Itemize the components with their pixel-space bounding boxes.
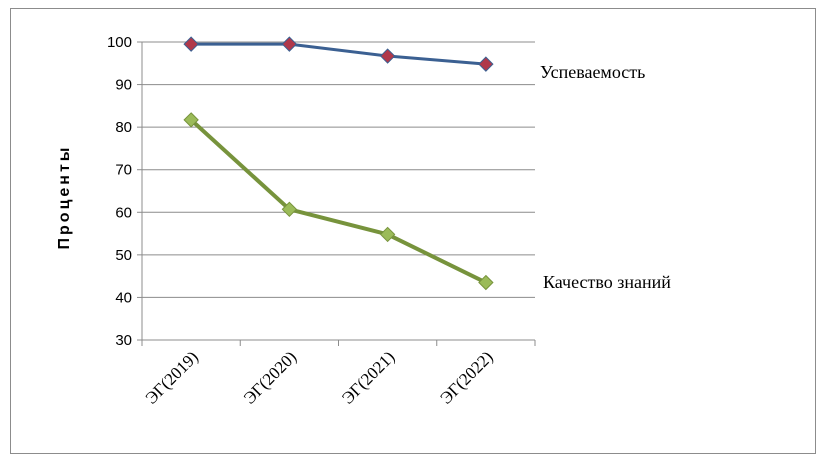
series-1-point-1 bbox=[281, 201, 298, 218]
y-tick-labels: 30 40 50 60 70 80 90 100 bbox=[107, 34, 132, 349]
series-line-1 bbox=[189, 118, 487, 285]
y-tick-label-100: 100 bbox=[107, 34, 132, 51]
x-tick-label-3: ЭГ(2022) bbox=[436, 347, 496, 407]
x-tick-label-2: ЭГ(2021) bbox=[338, 347, 398, 407]
chart-frame bbox=[10, 8, 816, 454]
y-tick-label-50: 50 bbox=[115, 247, 132, 264]
y-tick-label-60: 60 bbox=[115, 204, 132, 221]
series-1-point-0 bbox=[183, 112, 199, 128]
series-1-point-3 bbox=[478, 274, 494, 291]
series-0-point-3 bbox=[478, 56, 494, 72]
y-tick-label-40: 40 bbox=[115, 289, 132, 306]
x-tick-label-0: ЭГ(2019) bbox=[142, 347, 202, 407]
series-0-point-1 bbox=[281, 36, 298, 52]
y-tick-label-70: 70 bbox=[115, 162, 132, 179]
series-line-0 bbox=[191, 42, 486, 66]
y-axis-label: Проценты bbox=[56, 145, 73, 250]
series-label-kachestvo-znaniy: Качество знаний bbox=[543, 272, 671, 292]
axes bbox=[137, 41, 536, 346]
y-tick-label-30: 30 bbox=[115, 332, 132, 349]
x-tick-labels: ЭГ(2019) ЭГ(2020) ЭГ(2021) ЭГ(2022) bbox=[142, 347, 497, 407]
series-1-point-2 bbox=[379, 226, 396, 243]
gridlines bbox=[142, 41, 535, 298]
x-tick-label-1: ЭГ(2020) bbox=[240, 347, 300, 407]
series-group bbox=[183, 36, 494, 291]
y-tick-label-80: 80 bbox=[115, 119, 132, 136]
series-0-point-0 bbox=[183, 36, 199, 52]
y-tick-label-90: 90 bbox=[115, 77, 132, 94]
series-label-uspevaemost: Успеваемость bbox=[540, 62, 645, 82]
series-0-point-2 bbox=[379, 48, 396, 64]
